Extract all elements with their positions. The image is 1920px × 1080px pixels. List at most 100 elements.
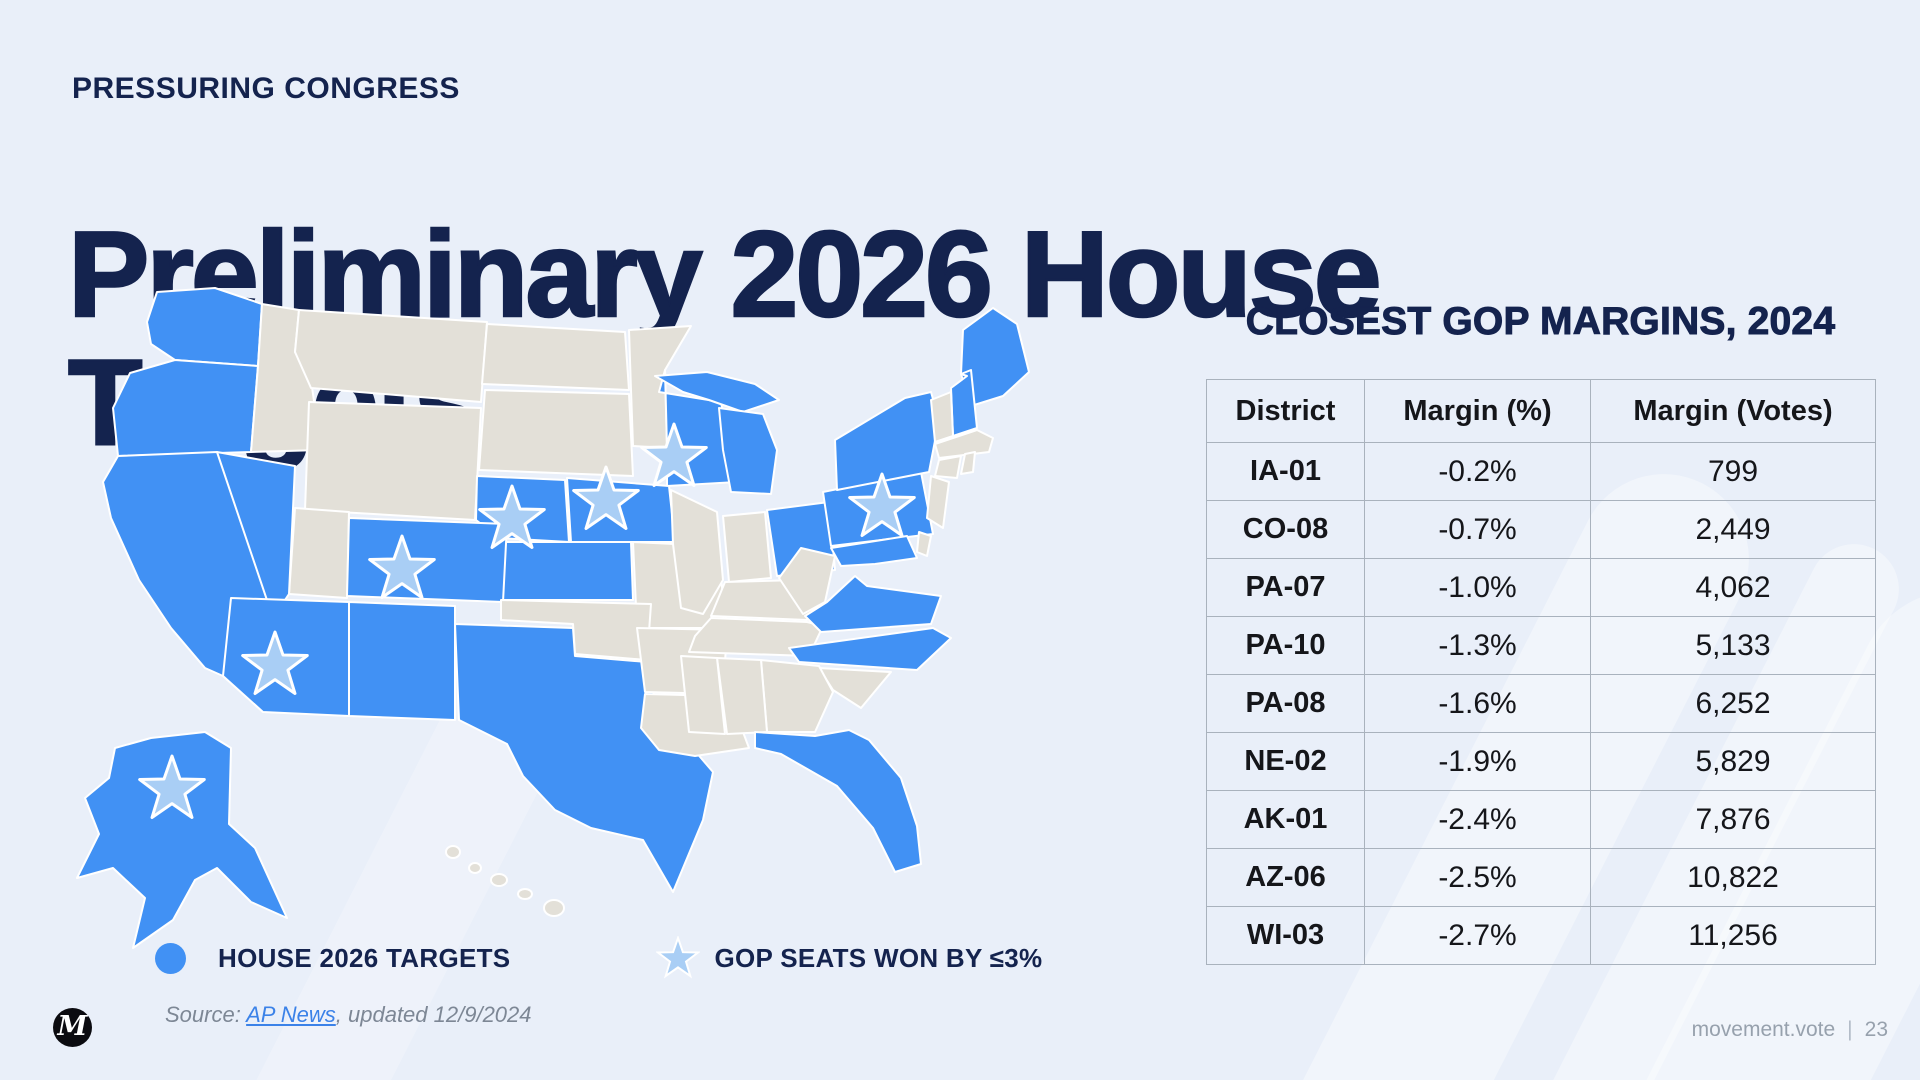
value-cell: -0.7% [1364,500,1591,559]
legend-targets-label: HOUSE 2026 TARGETS [218,942,511,973]
value-cell: 11,256 [1590,906,1876,965]
value-cell: -1.0% [1364,558,1591,617]
state-hi [543,899,565,917]
value-cell: -2.5% [1364,848,1591,907]
table-row: PA-07 -1.0% 4,062 [1206,558,1876,617]
value-cell: -1.9% [1364,732,1591,791]
value-cell: -2.7% [1364,906,1591,965]
district-cell: NE-02 [1206,732,1365,791]
value-cell: -1.6% [1364,674,1591,733]
district-cell: CO-08 [1206,500,1365,559]
state-in [722,511,772,583]
value-cell: 5,829 [1590,732,1876,791]
value-cell: 4,062 [1590,558,1876,617]
state-ct [934,455,962,479]
state-mt [294,309,488,403]
closest-gop-margins-table: District Margin (%) Margin (Votes) IA-01… [1206,379,1876,965]
source-link[interactable]: AP News [246,1002,336,1027]
state-ri [960,451,976,475]
state-md [830,535,918,567]
table-row: CO-08 -0.7% 2,449 [1206,500,1876,559]
state-ak [76,731,288,949]
map-legend: HOUSE 2026 TARGETS GOP SEATS WON BY ≤3% [155,936,1042,980]
table-row: AZ-06 -2.5% 10,822 [1206,848,1876,907]
footer-separator: | [1847,1018,1853,1041]
table-row: PA-10 -1.3% 5,133 [1206,616,1876,675]
state-il [670,489,724,615]
district-cell: PA-10 [1206,616,1365,675]
state-nm [348,601,456,721]
source-suffix: , updated 12/9/2024 [335,1002,532,1027]
state-sd [478,389,634,477]
value-cell: -0.2% [1364,442,1591,501]
star-marker-ia [572,465,640,530]
state-nc [788,627,952,671]
state-ga [760,659,834,733]
value-cell: 2,449 [1590,500,1876,559]
state-ny [834,391,940,491]
value-cell: -1.3% [1364,616,1591,675]
column-header-district: District [1206,379,1365,443]
value-cell: -2.4% [1364,790,1591,849]
us-map-svg [76,287,1030,949]
value-cell: 799 [1590,442,1876,501]
state-ma [934,429,994,459]
state-wv [778,547,836,615]
table-header-row: District Margin (%) Margin (Votes) [1206,379,1876,443]
district-cell: IA-01 [1206,442,1365,501]
table-row: NE-02 -1.9% 5,829 [1206,732,1876,791]
column-header-margin-votes: Margin (Votes) [1590,379,1876,443]
star-marker-ak [138,754,206,819]
table-row: WI-03 -2.7% 11,256 [1206,906,1876,965]
star-marker-ne [478,484,546,549]
state-or [112,359,259,457]
table-row: IA-01 -0.2% 799 [1206,442,1876,501]
state-hi [517,888,533,900]
district-cell: WI-03 [1206,906,1365,965]
star-marker-wi [640,422,708,487]
source-prefix: Source: [165,1002,247,1027]
us-targets-map [55,280,1045,960]
value-cell: 7,876 [1590,790,1876,849]
state-wa [146,287,263,367]
state-ms [680,655,726,735]
state-nd [481,323,630,391]
source-note: Source: AP News, updated 12/9/2024 [165,1002,532,1028]
state-mi [718,407,778,495]
column-header-margin-pct: Margin (%) [1364,379,1591,443]
state-nj [926,475,950,529]
star-marker-az [241,630,309,695]
state-wy [304,401,482,521]
page-footer: movement.vote | 23 [1692,1018,1888,1042]
district-cell: AZ-06 [1206,848,1365,907]
value-cell: 10,822 [1590,848,1876,907]
state-fl [754,729,922,873]
target-state-swatch-icon [155,942,186,974]
page-number: 23 [1864,1018,1888,1041]
margins-table-body: IA-01 -0.2% 799 CO-08 -0.7% 2,449 PA-07 -1.0% 4,… [1206,442,1876,965]
state-hi [445,845,461,859]
state-mi [654,371,780,413]
state-vt [930,391,954,443]
district-cell: AK-01 [1206,790,1365,849]
state-de [916,531,932,557]
logo-letter: M [57,1011,88,1042]
district-cell: PA-08 [1206,674,1365,733]
map-states [76,287,1030,949]
state-va [804,575,942,633]
star-marker-pa [848,472,916,537]
value-cell: 6,252 [1590,674,1876,733]
map-stars [138,422,916,819]
legend-star-icon [656,936,701,980]
footer-site: movement.vote [1691,1018,1836,1041]
state-ut [288,507,350,599]
table-row: PA-08 -1.6% 6,252 [1206,674,1876,733]
star-marker-co [368,534,436,599]
state-ks [498,541,634,601]
slide-eyebrow: PRESSURING CONGRESS [72,72,460,105]
district-cell: PA-07 [1206,558,1365,617]
state-hi [468,862,482,874]
table-row: AK-01 -2.4% 7,876 [1206,790,1876,849]
movement-logo: M [53,1008,92,1047]
value-cell: 5,133 [1590,616,1876,675]
